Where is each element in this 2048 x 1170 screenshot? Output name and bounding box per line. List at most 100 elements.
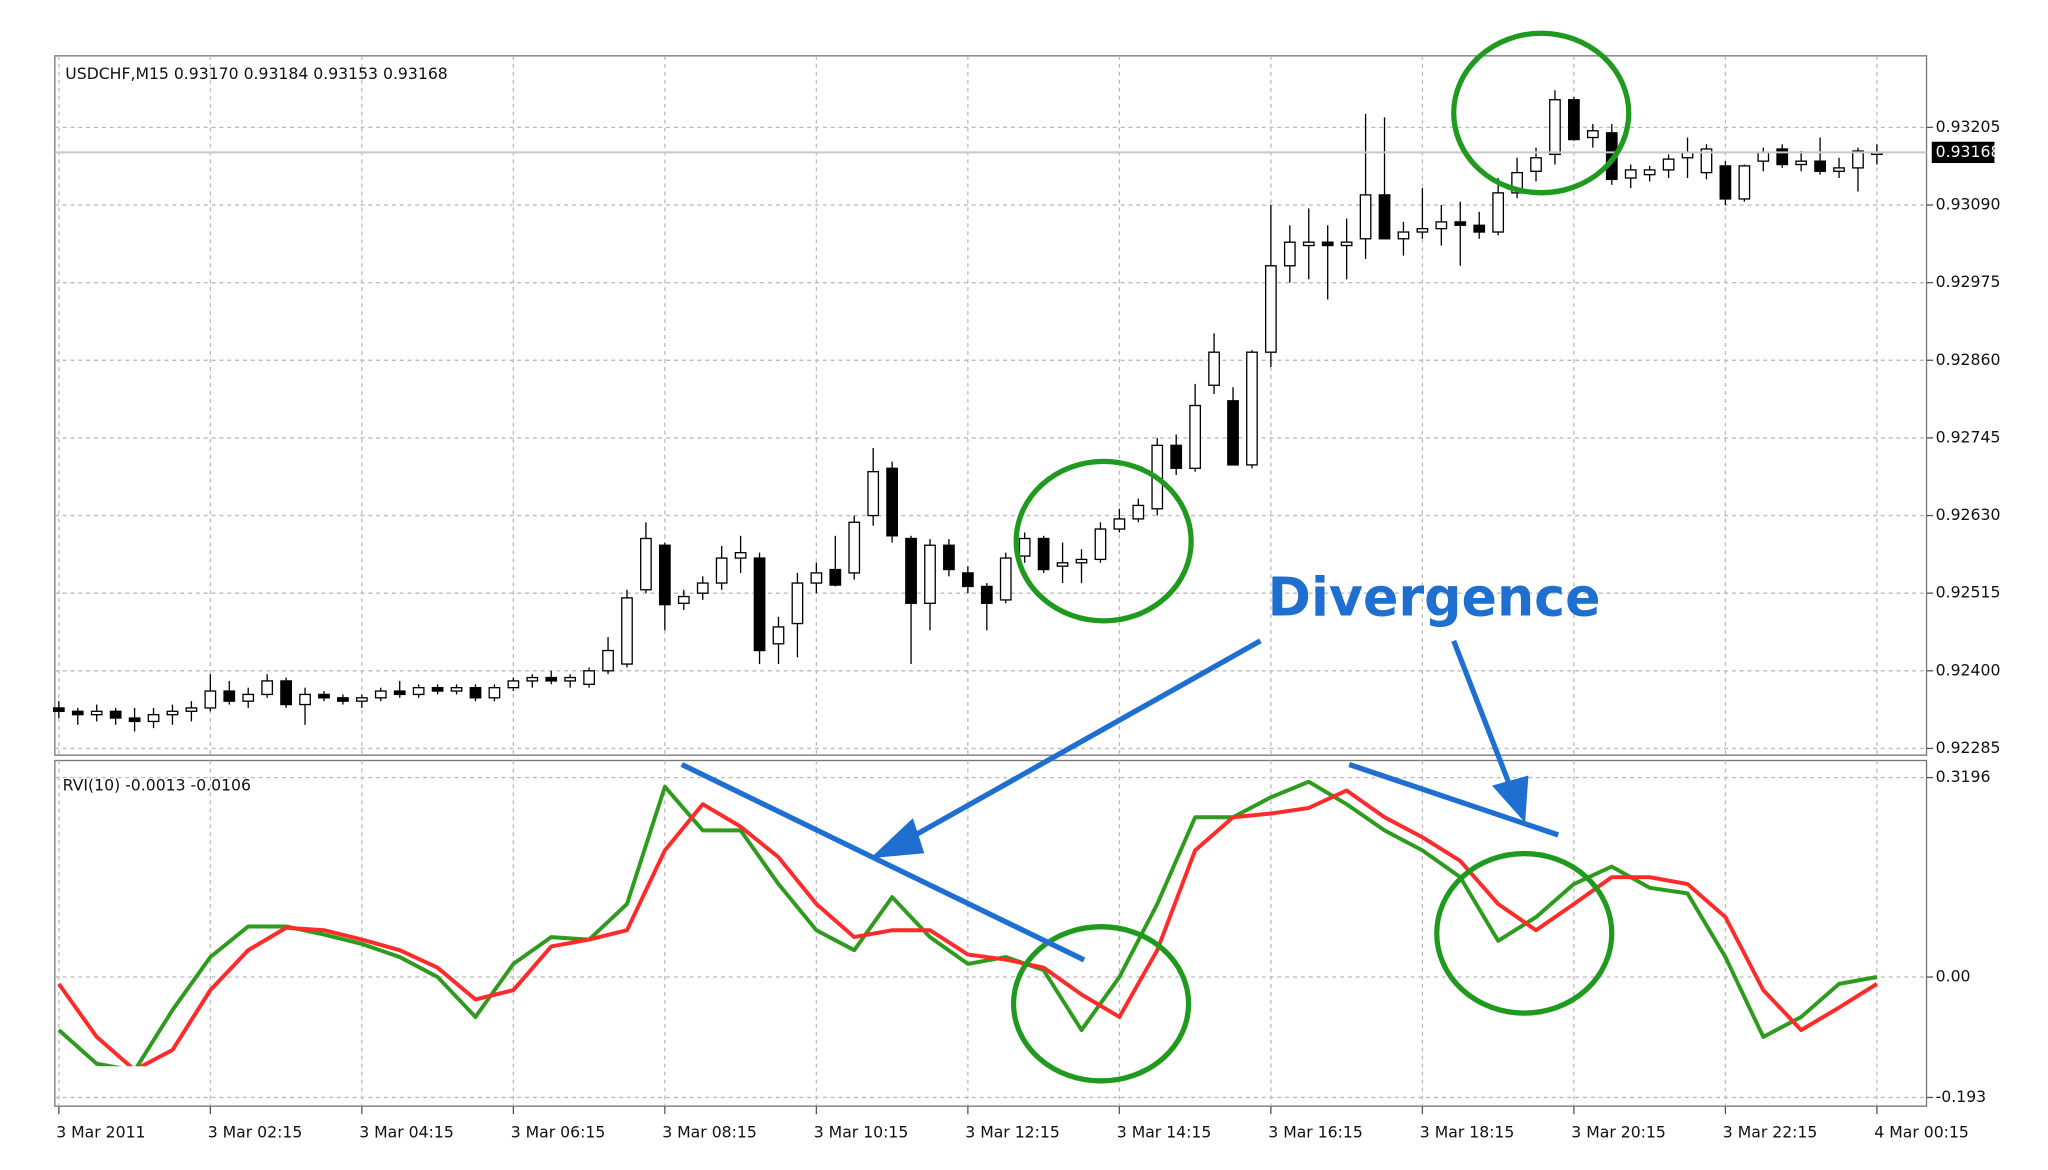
rvi-panel bbox=[54, 759, 1928, 1107]
candle-body bbox=[1056, 562, 1069, 567]
candle-body bbox=[1378, 194, 1391, 240]
candle-body bbox=[469, 687, 482, 699]
candle-body bbox=[1037, 537, 1050, 571]
candle-body bbox=[1700, 148, 1713, 174]
candle-body bbox=[1208, 351, 1220, 386]
candle-body bbox=[696, 582, 709, 594]
x-tick-label: 3 Mar 14:15 bbox=[1117, 1122, 1212, 1141]
x-tick-label: 3 Mar 06:15 bbox=[511, 1122, 606, 1141]
candle-body bbox=[261, 680, 274, 696]
last-price-label: 0.93168 bbox=[1936, 142, 2001, 161]
price-panel bbox=[54, 55, 1928, 756]
x-tick-label: 3 Mar 22:15 bbox=[1723, 1122, 1818, 1141]
x-tick-label: 3 Mar 2011 bbox=[56, 1122, 145, 1141]
arrowhead bbox=[870, 818, 925, 859]
candle-body bbox=[1359, 194, 1372, 240]
y-tick-label: 0.00 bbox=[1936, 966, 1971, 985]
candle-body bbox=[1340, 241, 1353, 247]
candle-body bbox=[1643, 169, 1656, 176]
y-tick-label: 0.92515 bbox=[1936, 583, 2001, 602]
candle-body bbox=[507, 680, 520, 689]
candle-body bbox=[355, 697, 368, 702]
candle-body bbox=[1189, 404, 1202, 469]
candle-body bbox=[772, 626, 785, 645]
arrow bbox=[899, 638, 1262, 846]
candle-body bbox=[128, 717, 141, 723]
y-tick-label: 0.92860 bbox=[1936, 350, 2001, 369]
y-tick-label: 0.93090 bbox=[1936, 194, 2001, 213]
candle-body bbox=[621, 597, 633, 665]
candle-body bbox=[1624, 169, 1637, 179]
candle-body bbox=[1492, 192, 1505, 233]
candle-body bbox=[1833, 167, 1845, 172]
rvi-title: RVI(10) -0.0013 -0.0106 bbox=[63, 775, 251, 794]
candle-body bbox=[166, 710, 179, 716]
price-title: USDCHF,M15 0.93170 0.93184 0.93153 0.931… bbox=[65, 64, 447, 83]
x-tick-label: 3 Mar 04:15 bbox=[359, 1122, 454, 1141]
candle-body bbox=[1814, 160, 1826, 172]
x-tick-label: 3 Mar 18:15 bbox=[1420, 1122, 1515, 1141]
candle-body bbox=[1018, 537, 1031, 557]
x-tick-label: 3 Mar 12:15 bbox=[965, 1122, 1060, 1141]
x-tick-label: 3 Mar 20:15 bbox=[1571, 1122, 1666, 1141]
candle-body bbox=[1795, 160, 1808, 166]
candle-body bbox=[1227, 400, 1239, 466]
candle-body bbox=[715, 557, 728, 584]
circle bbox=[1434, 850, 1615, 1016]
candle-body bbox=[924, 544, 936, 604]
candle-body bbox=[1511, 171, 1523, 194]
candle-body bbox=[867, 471, 880, 517]
candle-body bbox=[223, 690, 236, 702]
candle-body bbox=[943, 544, 955, 571]
divergence-line bbox=[680, 762, 1086, 963]
arrowhead bbox=[1492, 775, 1529, 823]
candle-body bbox=[431, 687, 444, 692]
candle-body bbox=[147, 714, 160, 723]
candle-body bbox=[980, 585, 993, 604]
candle-body bbox=[810, 572, 823, 584]
candle-body bbox=[52, 707, 65, 712]
candle-body bbox=[242, 693, 255, 702]
candle-body bbox=[829, 568, 842, 586]
candle-body bbox=[71, 710, 84, 716]
candle-body bbox=[374, 690, 387, 699]
candle-body bbox=[1321, 241, 1334, 247]
candle-body bbox=[999, 557, 1012, 601]
candle-body bbox=[1757, 151, 1770, 162]
candle-body bbox=[677, 595, 690, 604]
candle-body bbox=[280, 680, 292, 706]
arrow bbox=[1451, 639, 1515, 794]
y-tick-label: 0.3196 bbox=[1936, 767, 1991, 786]
candle-body bbox=[1473, 224, 1486, 233]
x-tick-label: 3 Mar 02:15 bbox=[208, 1122, 303, 1141]
candle-body bbox=[1397, 231, 1410, 240]
candle-body bbox=[1132, 504, 1145, 520]
rvi-line bbox=[57, 779, 1878, 1067]
candle-body bbox=[1662, 158, 1675, 171]
candle-body bbox=[1549, 99, 1561, 156]
circle bbox=[1451, 30, 1632, 196]
candle-body bbox=[488, 687, 501, 699]
candle-body bbox=[1246, 351, 1258, 466]
candle-body bbox=[318, 693, 330, 699]
divergence-marks bbox=[680, 638, 1560, 963]
candle-body bbox=[602, 649, 614, 672]
candle-body bbox=[658, 544, 671, 606]
y-tick-label: 0.92745 bbox=[1936, 427, 2001, 446]
y-tick-label: 0.92285 bbox=[1936, 738, 2001, 757]
x-tick-label: 4 Mar 00:15 bbox=[1874, 1122, 1969, 1141]
highlight-circles bbox=[1010, 30, 1632, 1084]
candle-body bbox=[753, 557, 766, 652]
y-tick-label: 0.92975 bbox=[1936, 272, 2001, 291]
candle-body bbox=[886, 467, 898, 537]
candle-body bbox=[1113, 518, 1126, 530]
candle-body bbox=[1265, 265, 1277, 353]
candle-body bbox=[185, 707, 198, 712]
candle-body bbox=[337, 697, 349, 702]
candle-body bbox=[1568, 99, 1580, 141]
x-tick-label: 3 Mar 10:15 bbox=[814, 1122, 909, 1141]
candle-body bbox=[1094, 528, 1107, 561]
x-tick-label: 3 Mar 08:15 bbox=[662, 1122, 757, 1141]
candle-body bbox=[583, 670, 595, 685]
